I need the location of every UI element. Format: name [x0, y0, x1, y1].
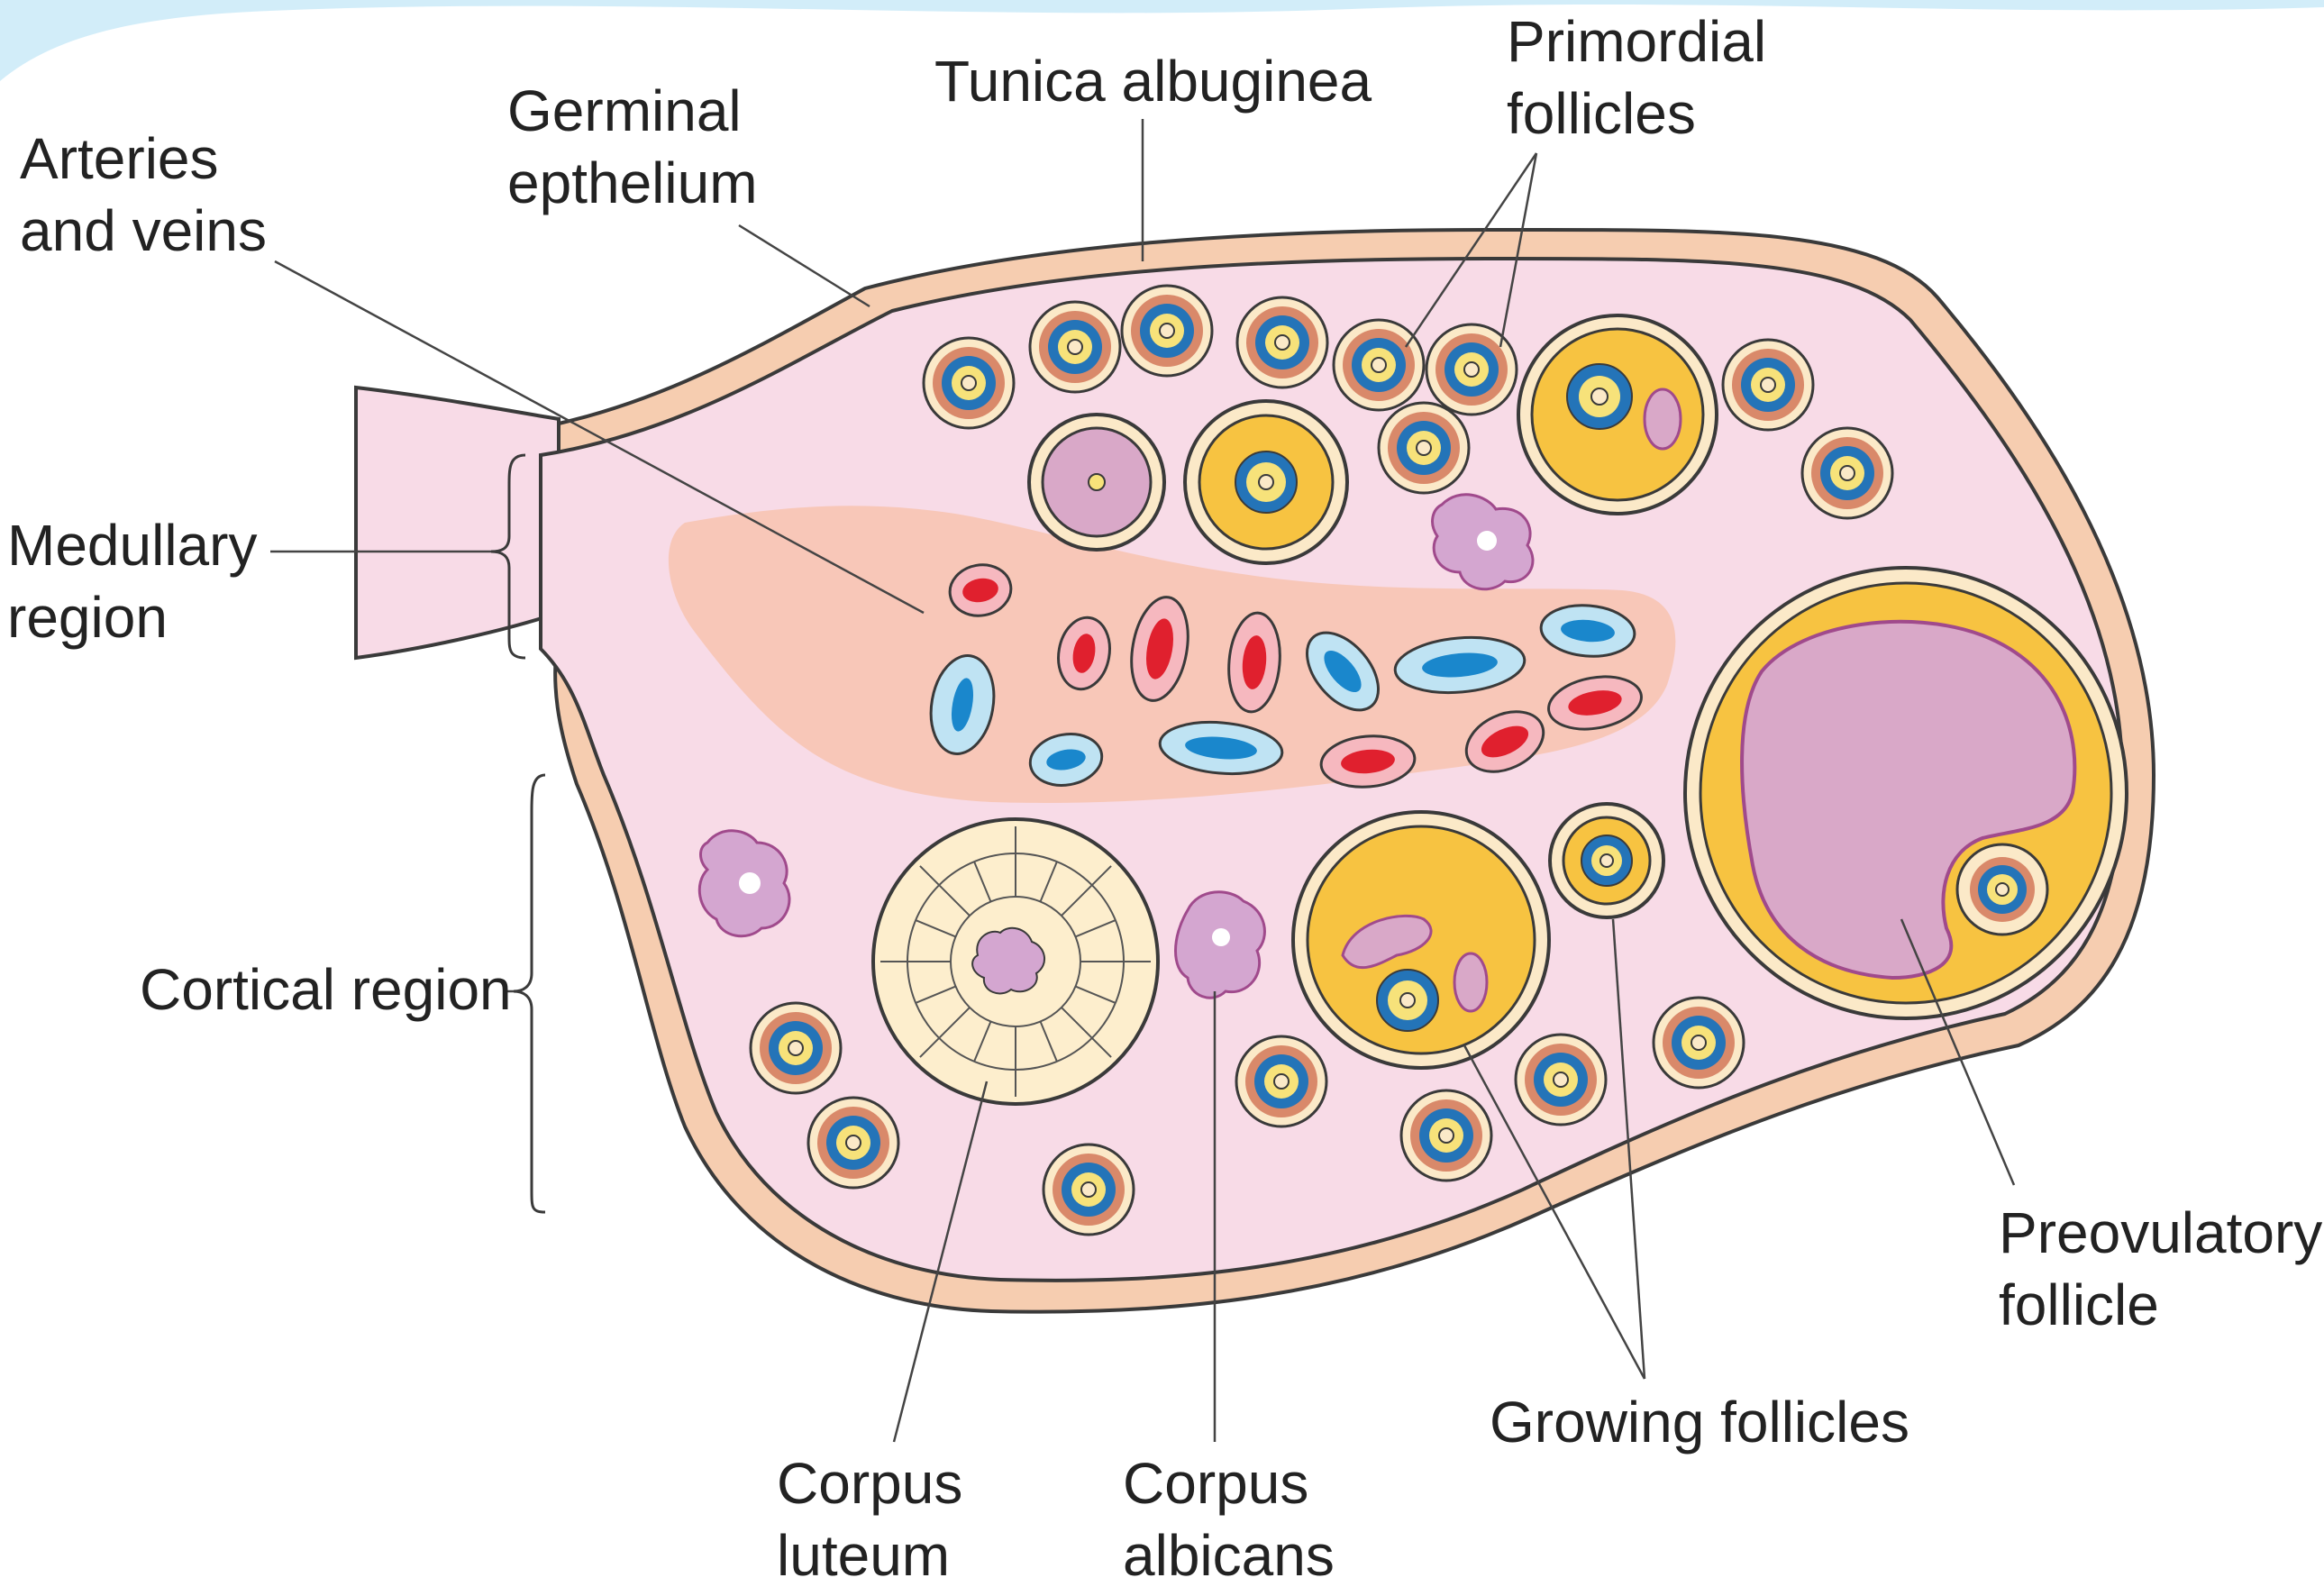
label-primordial-follicles: Primordial follicles: [1507, 9, 1782, 146]
small-growing-follicle: [1548, 802, 1665, 919]
label-preovulatory-follicle: Preovulatory follicle: [1999, 1200, 2324, 1337]
vein: [1539, 604, 1636, 658]
label-corpus-luteum: Corpus luteum: [777, 1451, 979, 1588]
primordial-follicle: [1332, 318, 1426, 412]
antral-follicle-top: [1517, 314, 1718, 515]
artery: [1057, 616, 1111, 691]
growing-follicles: [1027, 314, 1718, 1070]
vein: [1305, 631, 1381, 712]
primordial-follicle: [1235, 1035, 1328, 1128]
antral-follicle-bottom: [1291, 810, 1551, 1070]
primordial-follicle: [749, 1001, 843, 1095]
primordial-follicle: [1425, 323, 1518, 416]
corpus-albicans-shapes: [697, 493, 1535, 999]
leader-germinal: [738, 223, 870, 308]
vessels: [929, 563, 1643, 789]
top-wave-decoration: [0, 0, 2324, 81]
primordial-follicle: [1514, 1033, 1608, 1126]
primordial-follicle-group: [749, 284, 1894, 1236]
primordial-follicle: [1235, 296, 1329, 389]
primordial-follicle: [922, 336, 1016, 430]
primordial-follicle: [807, 1096, 900, 1190]
label-corpus-albicans: Corpus albicans: [1123, 1451, 1335, 1588]
artery: [1319, 734, 1417, 789]
vein: [1158, 720, 1284, 776]
artery: [948, 563, 1013, 617]
primordial-follicle: [1120, 284, 1214, 378]
preovulatory-follicle-shape: [1683, 566, 2128, 1020]
primordial-follicle: [1028, 300, 1122, 394]
label-cortical-region: Cortical region: [140, 957, 512, 1022]
label-growing-follicles: Growing follicles: [1490, 1390, 1909, 1455]
primordial-follicle: [1721, 338, 1815, 432]
leader-lines: [270, 119, 2016, 1443]
leader-luteum: [892, 1081, 989, 1443]
leader-primordial-1: [1404, 152, 1538, 348]
corpus-luteum-shape: [871, 817, 1160, 1106]
vein: [929, 654, 996, 755]
vein: [1028, 733, 1104, 787]
leader-growing-1: [1463, 1044, 1646, 1380]
primordial-follicle: [1800, 426, 1894, 520]
leader-preovulatory: [1900, 918, 2016, 1186]
artery: [1227, 611, 1281, 714]
primordial-follicle: [1399, 1089, 1493, 1182]
leader-arteries: [274, 260, 925, 615]
ligament-stalk: [354, 385, 560, 661]
label-germinal-epithelium: Germinal epthelium: [507, 78, 758, 215]
primordial-follicle: [1652, 996, 1745, 1090]
cortical-bracket: [513, 773, 546, 1214]
primordial-follicle: [1042, 1143, 1135, 1236]
vein: [1393, 635, 1527, 695]
label-medullary-region: Medullary region: [7, 513, 273, 650]
leader-primordial-2: [1499, 152, 1538, 348]
label-arteries-and-veins: Arteries and veins: [20, 126, 267, 263]
leader-growing-2: [1611, 918, 1646, 1380]
artery: [1464, 710, 1545, 773]
primary-follicle: [1027, 413, 1166, 552]
artery: [1130, 596, 1189, 702]
label-tunica-albuginea: Tunica albuginea: [934, 49, 1372, 114]
artery: [1547, 675, 1643, 731]
secondary-follicle: [1183, 399, 1349, 565]
primordial-follicle: [1377, 401, 1471, 495]
